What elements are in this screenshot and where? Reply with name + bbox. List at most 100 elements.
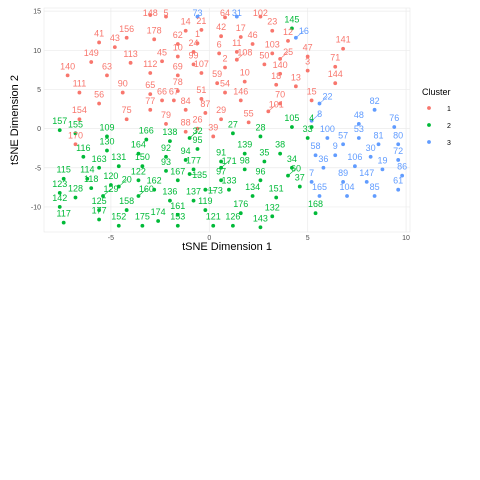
y-axis-title: tSNE Dimension 2 — [9, 75, 21, 165]
point-label: 123 — [52, 179, 67, 189]
point-label: 108 — [237, 48, 252, 58]
data-point — [368, 154, 373, 159]
data-point — [223, 90, 227, 95]
point-label: 6 — [217, 39, 222, 49]
point-label: 104 — [340, 182, 355, 192]
point-label: 138 — [162, 127, 177, 137]
point-label: 174 — [151, 207, 166, 217]
data-point — [73, 195, 78, 200]
data-point — [258, 14, 263, 19]
point-label: 79 — [161, 110, 171, 120]
data-point — [148, 107, 153, 112]
point-label: 145 — [284, 14, 299, 24]
data-point — [309, 98, 314, 103]
point-label: 120 — [103, 171, 118, 181]
point-label: 88 — [181, 118, 191, 128]
point-label: 97 — [216, 166, 226, 176]
point-label: 72 — [393, 146, 403, 156]
point-label: 143 — [253, 213, 268, 223]
y-axis-ticks: -10 -5 0 5 10 15 — [31, 9, 41, 212]
point-label: 75 — [122, 105, 132, 115]
data-point — [372, 194, 377, 198]
data-point — [227, 187, 231, 192]
point-label: 33 — [303, 124, 313, 134]
data-point — [97, 208, 101, 212]
data-point — [219, 34, 223, 39]
data-point — [175, 73, 180, 78]
data-point — [148, 92, 153, 97]
data-point — [171, 98, 176, 103]
data-point — [242, 151, 247, 156]
data-point — [333, 81, 338, 86]
data-point — [356, 122, 361, 126]
point-label: 36 — [318, 154, 328, 164]
data-point — [199, 28, 204, 32]
data-point — [270, 214, 275, 219]
data-point — [97, 101, 101, 106]
point-label: 107 — [194, 59, 209, 69]
point-label: 98 — [240, 155, 250, 165]
point-label: 46 — [248, 30, 258, 40]
data-point — [128, 60, 133, 65]
data-point — [61, 220, 66, 225]
point-label: 102 — [253, 8, 268, 18]
point-label: 92 — [161, 143, 171, 153]
point-label: 56 — [94, 90, 104, 100]
data-point — [333, 153, 338, 158]
data-point — [297, 184, 302, 189]
point-label: 2 — [223, 54, 228, 64]
point-label: 113 — [123, 49, 137, 59]
data-point — [89, 60, 94, 64]
data-point — [364, 179, 369, 184]
point-label: 32 — [193, 126, 203, 136]
data-point — [203, 187, 208, 192]
point-label: 140 — [273, 60, 288, 70]
data-point — [380, 167, 385, 172]
data-point — [317, 194, 322, 198]
point-label: 9 — [333, 141, 338, 151]
plot-panel — [43, 7, 411, 233]
data-point — [305, 68, 310, 73]
data-point — [164, 154, 168, 159]
y-tick-label: -10 — [31, 204, 41, 211]
point-label: 76 — [389, 113, 399, 123]
data-point — [290, 165, 294, 170]
point-label: 67 — [169, 86, 179, 96]
point-label: 165 — [312, 182, 327, 192]
data-point — [215, 81, 220, 86]
data-point — [211, 134, 216, 139]
point-label: 130 — [99, 137, 114, 147]
point-label: 66 — [157, 86, 167, 96]
point-label: 166 — [139, 126, 154, 136]
point-label: 106 — [347, 152, 362, 162]
point-label: 1 — [195, 29, 200, 39]
point-label: 37 — [295, 173, 305, 183]
point-label: 125 — [92, 196, 107, 206]
x-tick-label: 5 — [306, 235, 310, 242]
data-point — [341, 46, 345, 51]
point-label: 18 — [271, 71, 281, 81]
point-label: 38 — [275, 140, 285, 150]
point-label: 73 — [192, 8, 202, 18]
point-label: 35 — [259, 148, 269, 158]
point-label: 24 — [189, 38, 199, 48]
data-point — [274, 195, 279, 200]
data-point — [238, 35, 243, 39]
point-label: 4 — [309, 113, 314, 123]
point-label: 47 — [303, 43, 313, 53]
point-label: 26 — [192, 115, 202, 125]
point-label: 112 — [143, 59, 157, 69]
data-point — [156, 219, 161, 223]
data-point — [293, 35, 298, 40]
data-point — [231, 223, 235, 228]
data-point — [242, 167, 247, 172]
data-point — [266, 109, 271, 114]
data-point — [345, 194, 349, 198]
point-label: 134 — [245, 182, 260, 192]
data-point — [191, 167, 196, 172]
y-tick-label: -5 — [35, 165, 41, 172]
grid-lines — [44, 8, 410, 232]
point-label: 14 — [181, 17, 191, 27]
data-points — [57, 13, 405, 230]
y-tick-label: 10 — [33, 48, 41, 55]
